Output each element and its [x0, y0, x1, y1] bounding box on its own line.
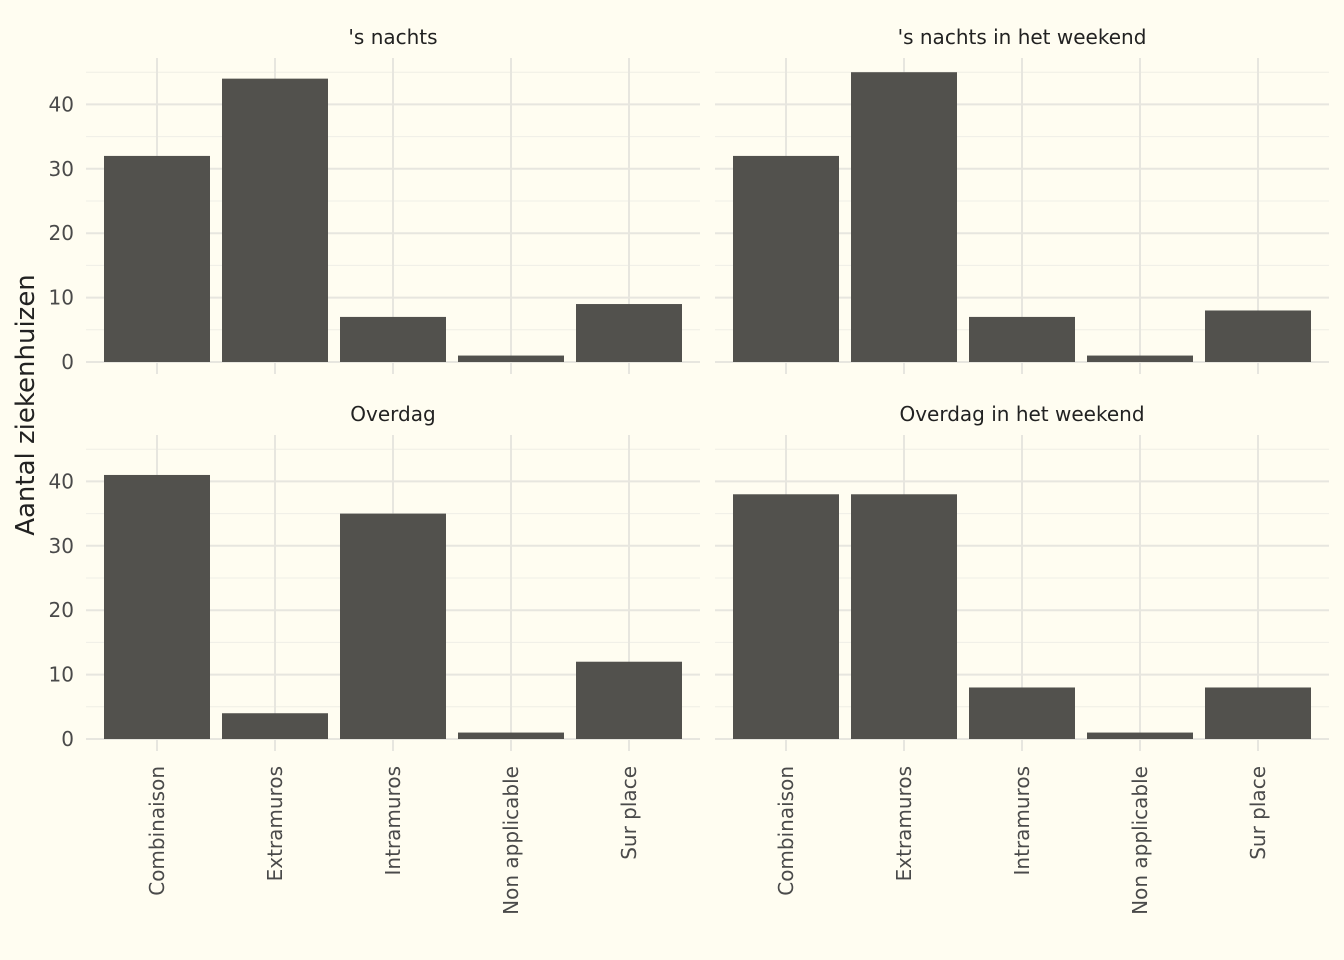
y-tick-label: 10 — [49, 286, 74, 310]
x-tick-label: Sur place — [617, 766, 641, 860]
x-tick-label: Non applicable — [1128, 766, 1152, 915]
bar-3-extramuros — [222, 713, 328, 739]
y-tick-label: 20 — [49, 598, 74, 622]
bar-2-combinaison — [733, 155, 839, 362]
facet-title: 's nachts in het weekend — [898, 25, 1147, 49]
bar-1-intramuros — [340, 316, 446, 362]
y-tick-label: 20 — [49, 221, 74, 245]
x-tick-label: Intramuros — [1010, 766, 1034, 876]
bar-2-non-applicable — [1087, 355, 1193, 362]
x-tick-label: Intramuros — [381, 766, 405, 876]
x-tick-label: Sur place — [1246, 766, 1270, 860]
bar-1-extramuros — [222, 78, 328, 362]
bar-4-non-applicable — [1087, 732, 1193, 739]
bar-3-non-applicable — [458, 732, 564, 739]
bar-4-sur-place — [1205, 687, 1311, 739]
y-tick-label: 40 — [49, 92, 74, 116]
bar-2-extramuros — [851, 72, 957, 362]
bar-4-extramuros — [851, 494, 957, 739]
y-tick-label: 30 — [49, 534, 74, 558]
bar-1-combinaison — [104, 155, 210, 362]
bar-2-intramuros — [969, 316, 1075, 362]
x-tick-label: Non applicable — [499, 766, 523, 915]
y-tick-label: 40 — [49, 469, 74, 493]
bar-2-sur-place — [1205, 310, 1311, 362]
bar-3-intramuros — [340, 513, 446, 739]
bar-4-intramuros — [969, 687, 1075, 739]
x-tick-label: Combinaison — [145, 766, 169, 896]
y-tick-label: 30 — [49, 157, 74, 181]
facet-title: Overdag in het weekend — [899, 402, 1144, 426]
y-tick-label: 0 — [61, 727, 74, 751]
x-tick-label: Extramuros — [263, 766, 287, 881]
y-tick-label: 0 — [61, 350, 74, 374]
bar-4-combinaison — [733, 494, 839, 739]
bar-1-non-applicable — [458, 355, 564, 362]
facet-title: 's nachts — [348, 25, 437, 49]
bar-3-combinaison — [104, 474, 210, 739]
facet-title: Overdag — [350, 402, 435, 426]
y-tick-label: 10 — [49, 663, 74, 687]
bar-1-sur-place — [576, 304, 682, 362]
x-tick-label: Combinaison — [774, 766, 798, 896]
bar-3-sur-place — [576, 661, 682, 739]
x-tick-label: Extramuros — [892, 766, 916, 881]
y-axis-label: Aantal ziekenhuizen — [11, 274, 41, 536]
